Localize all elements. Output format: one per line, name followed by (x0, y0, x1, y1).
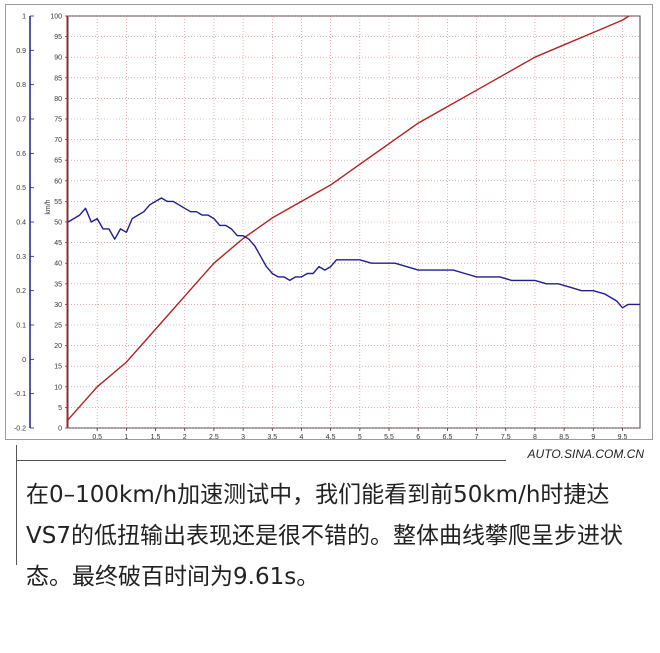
x-tick-label: 5 (358, 434, 362, 439)
right-axis-tick-label: 10 (54, 384, 62, 391)
x-tick-label: 9 (591, 434, 595, 439)
right-axis-tick-label: 15 (54, 364, 62, 371)
left-axis-tick-label: 0.6 (16, 151, 26, 158)
left-axis-tick-label: 0.2 (16, 288, 26, 295)
source-watermark: AUTO.SINA.COM.CN (527, 447, 644, 461)
margin-line (16, 445, 17, 565)
right-axis-tick-label: 65 (54, 158, 62, 165)
x-tick-label: 0.5 (92, 434, 102, 439)
x-tick-label: 3 (241, 434, 245, 439)
right-axis-tick-label: 25 (54, 323, 62, 330)
acceleration-chart: 0.511.522.533.544.555.566.577.588.599.5S… (14, 14, 641, 439)
x-tick-label: 7.5 (501, 434, 511, 439)
right-axis-tick-label: 85 (54, 75, 62, 82)
x-tick-label: 9.5 (618, 434, 628, 439)
x-tick-label: 4.5 (326, 434, 336, 439)
right-axis-tick-label: 70 (54, 137, 62, 144)
divider-line (16, 460, 506, 461)
left-axis-tick-label: 0.3 (16, 254, 26, 261)
x-tick-label: 5.5 (384, 434, 394, 439)
x-tick-label: 8.5 (559, 434, 569, 439)
right-axis-tick-label: 45 (54, 240, 62, 247)
km-h-axis-label: km/h (45, 199, 52, 214)
left-axis-tick-label: 0 (22, 357, 26, 364)
acceleration-series-line (67, 197, 640, 309)
right-axis-tick-label: 20 (54, 343, 62, 350)
x-tick-label: 7 (475, 434, 479, 439)
left-axis-tick-label: 1 (22, 14, 26, 21)
chart-panel: 0.511.522.533.544.555.566.577.588.599.5S… (5, 4, 653, 440)
speed-series-line (67, 15, 630, 421)
left-axis-tick-label: -0.1 (14, 391, 26, 398)
left-axis-tick-label: 0.5 (16, 185, 26, 192)
left-axis-tick-label: 0.1 (16, 323, 26, 330)
right-axis-tick-label: 55 (54, 199, 62, 206)
right-axis-tick-label: 100 (50, 14, 62, 21)
right-axis-tick-label: 5 (58, 405, 62, 412)
right-axis-tick-label: 30 (54, 302, 62, 309)
right-axis-tick-label: 0 (58, 426, 62, 433)
left-axis-tick-label: 0.9 (16, 48, 26, 55)
left-axis-tick-label: 0.4 (16, 220, 26, 227)
left-axis-tick-label: 0.8 (16, 82, 26, 89)
x-tick-label: 1.5 (151, 434, 161, 439)
x-tick-label: 8 (533, 434, 537, 439)
right-axis-tick-label: 90 (54, 55, 62, 62)
x-tick-label: 2 (183, 434, 187, 439)
caption-text: 在0–100km/h加速测试中，我们能看到前50km/h时捷达VS7的低扭输出表… (26, 482, 623, 590)
right-axis-tick-label: 50 (54, 220, 62, 227)
x-tick-label: 3.5 (267, 434, 277, 439)
left-axis-tick-label: 0.7 (16, 117, 26, 124)
right-axis-tick-label: 95 (54, 34, 62, 41)
x-tick-label: 4 (300, 434, 304, 439)
x-tick-label: 6.5 (443, 434, 453, 439)
right-axis-tick-label: 40 (54, 261, 62, 268)
right-axis-tick-label: 60 (54, 178, 62, 185)
x-tick-label: 6 (416, 434, 420, 439)
x-tick-label: 2.5 (209, 434, 219, 439)
x-tick-label: 1 (124, 434, 128, 439)
left-axis-tick-label: -0.2 (14, 426, 26, 433)
right-axis-tick-label: 35 (54, 281, 62, 288)
right-axis-tick-label: 75 (54, 117, 62, 124)
right-axis-tick-label: 80 (54, 96, 62, 103)
